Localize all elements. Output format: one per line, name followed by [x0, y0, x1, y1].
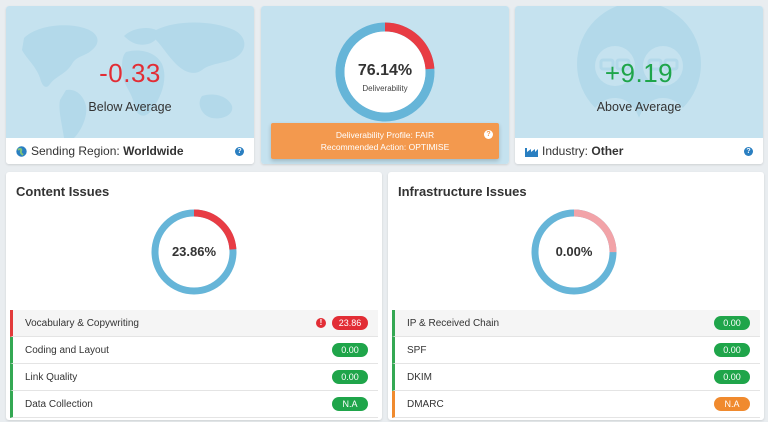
content-issues-title: Content Issues [16, 184, 110, 199]
row-label: Data Collection [25, 398, 93, 410]
content-issues-percent: 23.86% [171, 244, 217, 259]
industry-score: +9.19 [604, 58, 674, 88]
row-value-badge: 23.86 [332, 316, 368, 330]
industry-label: Industry: Other [542, 144, 623, 158]
content-issues-panel: Content Issues 23.86% Vocabulary & Copyw… [6, 172, 382, 420]
content-issues-list: Vocabulary & Copywriting ! 23.86 Coding … [10, 310, 378, 418]
content-row-coding[interactable]: Coding and Layout 0.00 [10, 337, 378, 364]
row-label: DKIM [407, 371, 432, 383]
warning-icon: ! [316, 318, 326, 328]
industry-hero: +9.19 Above Average [515, 6, 763, 138]
sending-region-score-label: Below Average [88, 100, 172, 114]
industry-footer: Industry: Other ? [515, 138, 763, 164]
deliverability-profile-banner: Deliverability Profile: FAIR Recommended… [271, 123, 499, 159]
people-icon [577, 6, 701, 138]
row-value-badge: 0.00 [332, 343, 368, 357]
row-value-badge: 0.00 [714, 316, 750, 330]
infra-row-spf[interactable]: SPF 0.00 [392, 337, 760, 364]
world-map-icon [22, 22, 245, 138]
row-value-badge: N.A [332, 397, 368, 411]
industry-card: +9.19 Above Average Industry: Other ? [515, 6, 763, 164]
row-value-badge: 0.00 [332, 370, 368, 384]
content-ring-arc [151, 209, 237, 295]
deliverability-help-icon[interactable]: ? [484, 130, 493, 139]
row-label: SPF [407, 344, 427, 356]
row-label: DMARC [407, 398, 444, 410]
row-label: Coding and Layout [25, 344, 109, 356]
sending-region-help-icon[interactable]: ? [235, 146, 244, 156]
infra-ring-arc [531, 209, 617, 295]
sending-region-footer: Sending Region: Worldwide ? [6, 138, 254, 164]
sending-region-value: Worldwide [123, 144, 184, 158]
sending-region-label: Sending Region: Worldwide [31, 144, 184, 158]
infrastructure-issues-gauge: 0.00% [530, 208, 618, 296]
row-value-badge: N.A [714, 397, 750, 411]
industry-prefix: Industry: [542, 144, 592, 158]
content-row-link-quality[interactable]: Link Quality 0.00 [10, 364, 378, 391]
industry-value: Other [591, 144, 624, 158]
sending-region-card: -0.33 Below Average Sending Region: Worl… [6, 6, 254, 164]
deliverability-label: Deliverability [362, 84, 408, 93]
deliverability-gauge [335, 22, 435, 122]
row-label: Vocabulary & Copywriting [25, 317, 139, 329]
content-row-vocabulary[interactable]: Vocabulary & Copywriting ! 23.86 [10, 310, 378, 337]
industry-help-icon[interactable]: ? [744, 146, 753, 156]
infra-row-dkim[interactable]: DKIM 0.00 [392, 364, 760, 391]
infra-row-ip-chain[interactable]: IP & Received Chain 0.00 [392, 310, 760, 337]
sending-region-hero: -0.33 Below Average [6, 6, 254, 138]
row-value-badge: 0.00 [714, 343, 750, 357]
row-value-badge: 0.00 [714, 370, 750, 384]
infrastructure-issues-panel: Infrastructure Issues 0.00% IP & Receive… [388, 172, 764, 420]
content-row-data-collection[interactable]: Data Collection N.A [10, 391, 378, 418]
row-label: IP & Received Chain [407, 317, 500, 329]
sending-region-score: -0.33 [99, 58, 161, 88]
deliverability-percent: 76.14% [357, 62, 413, 79]
recommended-action-text: Recommended Action: OPTIMISE [320, 142, 450, 152]
sending-region-prefix: Sending Region: [31, 144, 124, 158]
deliverability-profile-text: Deliverability Profile: FAIR [335, 130, 435, 140]
industry-score-label: Above Average [596, 100, 682, 114]
row-label: Link Quality [25, 371, 78, 383]
infrastructure-issues-list: IP & Received Chain 0.00 SPF 0.00 DKIM 0… [392, 310, 760, 418]
infra-row-dmarc[interactable]: DMARC N.A [392, 391, 760, 418]
deliverability-ring-arc [335, 22, 435, 122]
globe-icon [16, 145, 27, 157]
infrastructure-issues-percent: 0.00% [555, 244, 593, 259]
factory-icon [525, 146, 538, 157]
content-issues-gauge: 23.86% [150, 208, 238, 296]
infrastructure-issues-title: Infrastructure Issues [398, 184, 527, 199]
